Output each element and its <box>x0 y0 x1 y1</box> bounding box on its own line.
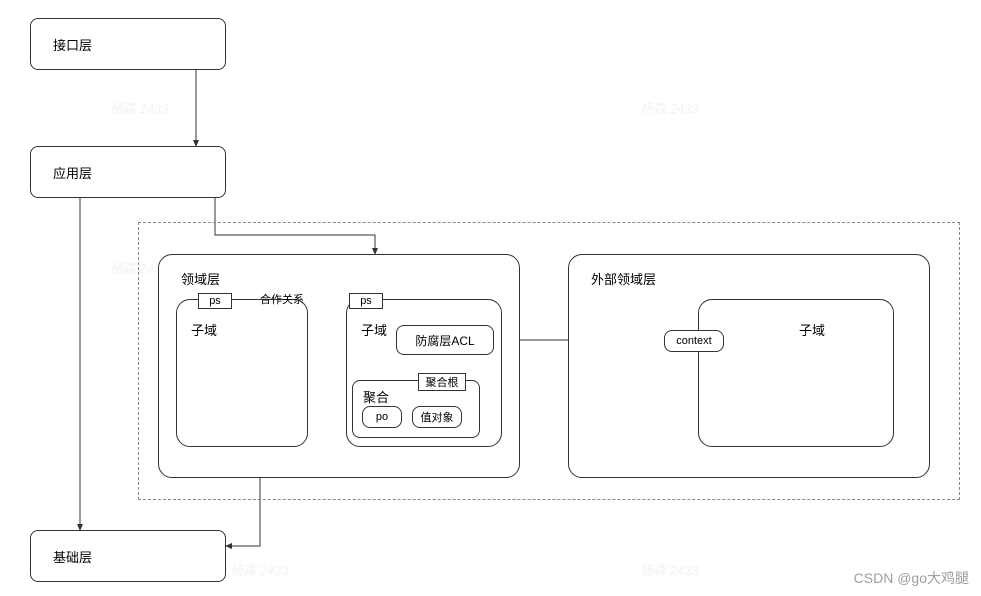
interface-layer-node: 接口层 <box>30 18 226 70</box>
bg-watermark: 杨森 2433 <box>640 560 699 579</box>
subdomain-mid-label: 子域 <box>361 320 387 339</box>
bg-watermark: 杨森 2433 <box>110 98 169 117</box>
ps-left-label: ps <box>209 295 221 307</box>
value-object-node: 值对象 <box>412 406 462 428</box>
application-layer-node: 应用层 <box>30 146 226 198</box>
ps-right-label: ps <box>360 295 372 307</box>
application-layer-label: 应用层 <box>53 163 92 182</box>
po-label: po <box>376 411 388 423</box>
aggregate-root: 聚合根 <box>418 373 466 391</box>
infrastructure-layer-label: 基础层 <box>53 547 92 566</box>
aggregate-label: 聚合 <box>363 387 389 406</box>
ps-left: ps <box>198 293 232 309</box>
cooperation-label: 合作关系 <box>260 291 304 307</box>
ps-right: ps <box>349 293 383 309</box>
subdomain-left-label: 子域 <box>191 320 217 339</box>
acl-node: 防腐层ACL <box>396 325 494 355</box>
context-node: context <box>664 330 724 352</box>
context-label: context <box>676 335 711 347</box>
value-object-label: 值对象 <box>421 409 454 425</box>
bg-watermark: 杨森 2433 <box>230 560 289 579</box>
interface-layer-label: 接口层 <box>53 35 92 54</box>
subdomain-right: 子域 <box>698 299 894 447</box>
infrastructure-layer-node: 基础层 <box>30 530 226 582</box>
acl-label: 防腐层ACL <box>415 332 474 349</box>
subdomain-right-label: 子域 <box>799 320 825 339</box>
aggregate-root-label: 聚合根 <box>426 374 459 390</box>
po-node: po <box>362 406 402 428</box>
subdomain-left: 子域 <box>176 299 308 447</box>
domain-panel-title: 领域层 <box>181 269 220 288</box>
bg-watermark: 杨森 2433 <box>640 98 699 117</box>
external-domain-panel-title: 外部领域层 <box>591 269 656 288</box>
attribution-watermark: CSDN @go大鸡腿 <box>854 568 969 588</box>
